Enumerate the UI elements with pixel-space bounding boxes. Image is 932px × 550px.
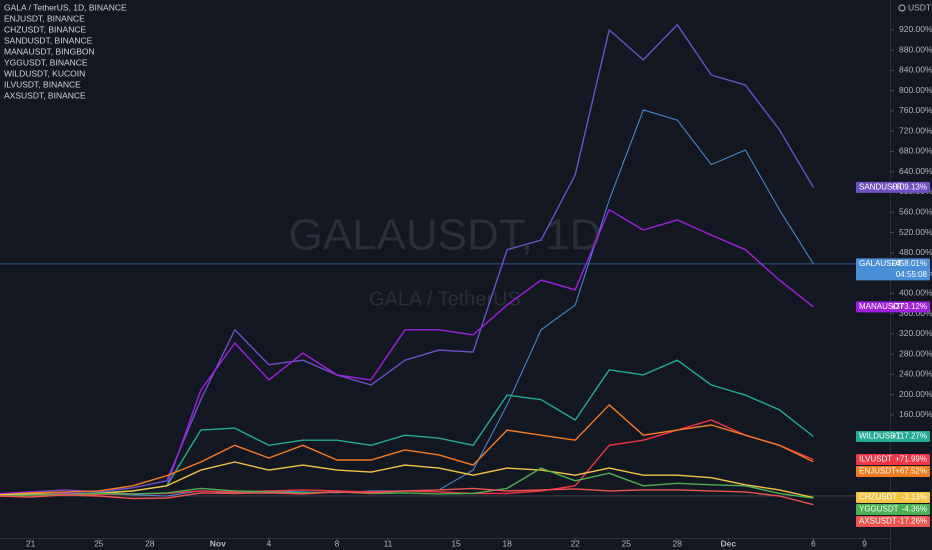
- value-label: +71.99%: [895, 455, 927, 464]
- label-box: [856, 516, 930, 528]
- legend-entry: ILVUSDT, BINANCE: [4, 79, 81, 89]
- currency: USDT: [908, 2, 931, 12]
- y-tick-label: 320.00%: [899, 328, 932, 338]
- y-tick-label: 480.00%: [899, 247, 932, 257]
- label-box: [856, 301, 930, 313]
- last-value-label: CHZUSDT -3.13%: [856, 492, 930, 504]
- label-box: [856, 258, 930, 281]
- label-box: [856, 181, 930, 193]
- x-tick-label: Dec: [721, 538, 737, 548]
- legend-entry: AXSUSDT, BINANCE: [4, 90, 86, 100]
- y-tick-label: 760.00%: [899, 105, 932, 115]
- series-line: [0, 461, 814, 499]
- value-label: -4.36%: [902, 505, 927, 514]
- x-tick-label: 9: [862, 538, 867, 548]
- y-tick-label: 720.00%: [899, 125, 932, 135]
- legend-entry: ENJUSDT, BINANCE: [4, 13, 85, 23]
- label-box: [856, 504, 930, 516]
- last-value-label: GALAUSDT+458.01% 04:55:08: [856, 258, 930, 281]
- legend-entry: SANDUSDT, BINANCE: [4, 35, 93, 45]
- legend-entry: CHZUSDT, BINANCE: [4, 24, 87, 34]
- x-tick-label: 25: [621, 538, 631, 548]
- x-tick-label: 22: [570, 538, 580, 548]
- series-name: AXSUSDT: [859, 517, 897, 526]
- series-line: [0, 404, 814, 496]
- watermark-subtitle: GALA / TetherUS: [369, 288, 521, 310]
- x-tick-label: 25: [94, 538, 104, 548]
- currency-icon: [898, 4, 906, 12]
- series-name: WILDUSDT: [859, 432, 901, 441]
- series-line: [0, 24, 815, 495]
- y-tick-label: 240.00%: [899, 369, 932, 379]
- legend-entry: GALA / TetherUS, 1D, BINANCE: [4, 2, 127, 12]
- y-tick-label: 400.00%: [899, 288, 932, 298]
- y-tick-label: 560.00%: [899, 207, 932, 217]
- watermark: GALAUSDT, 1D: [289, 211, 602, 260]
- x-tick-label: 8: [335, 538, 340, 548]
- last-value-label: ENJUSDT +67.52%: [856, 465, 930, 477]
- y-tick-label: 800.00%: [899, 85, 932, 95]
- legend-entry: MANAUSDT, BINGBON: [4, 46, 95, 56]
- x-tick-label: 28: [145, 538, 155, 548]
- last-value-label: WILDUSDT+117.27%: [856, 431, 930, 443]
- y-tick-label: 640.00%: [899, 166, 932, 176]
- series-name: ENJUSDT: [859, 467, 896, 476]
- series-line: [0, 487, 814, 506]
- y-tick-label: 360.00%: [899, 308, 932, 318]
- series-name: ILVUSDT: [859, 455, 892, 464]
- legend-entry: WILDUSDT, KUCOIN: [4, 68, 85, 78]
- last-value-label: YGGUSDT -4.36%: [856, 504, 930, 516]
- series-name: SANDUSDT: [859, 182, 903, 191]
- series-line: [0, 467, 814, 499]
- countdown: 04:55:08: [896, 270, 928, 279]
- series-name: CHZUSDT: [859, 493, 897, 502]
- legend-entry: YGGUSDT, BINANCE: [4, 57, 88, 67]
- value-label: -3.13%: [902, 493, 927, 502]
- y-tick-label: 920.00%: [899, 24, 932, 34]
- y-tick-label: 520.00%: [899, 227, 932, 237]
- x-tick-label: 18: [502, 538, 512, 548]
- label-box: [856, 453, 930, 465]
- last-value-label: ILVUSDT +71.99%: [856, 453, 930, 465]
- last-value-label: AXSUSDT -17.26%: [856, 516, 930, 528]
- y-tick-label: 680.00%: [899, 146, 932, 156]
- value-label: +117.27%: [891, 432, 927, 441]
- value-label: +373.12%: [891, 302, 927, 311]
- value-label: +67.52%: [895, 467, 927, 476]
- y-tick-label: 280.00%: [899, 348, 932, 358]
- x-tick-label: 21: [26, 538, 36, 548]
- series-name: YGGUSDT: [859, 505, 899, 514]
- x-tick-label: 11: [384, 538, 393, 548]
- y-tick-label: 840.00%: [899, 65, 932, 75]
- label-box: [856, 465, 930, 477]
- last-value-label: SANDUSDT+609.13%: [856, 181, 930, 193]
- x-tick-label: 15: [451, 538, 461, 548]
- x-tick-label: 4: [267, 538, 272, 548]
- series-name: MANAUSDT: [859, 302, 904, 311]
- y-tick-label: 880.00%: [899, 44, 932, 54]
- label-box: [856, 431, 930, 443]
- value-label: +609.13%: [891, 182, 927, 191]
- value-label: -17.26%: [897, 517, 927, 526]
- label-box: [856, 492, 930, 504]
- x-tick-label: 28: [673, 538, 683, 548]
- series-name: GALAUSDT: [859, 259, 902, 268]
- x-tick-label: Nov: [210, 538, 226, 548]
- x-tick-label: 6: [811, 538, 816, 548]
- y-tick-label: 200.00%: [899, 389, 932, 399]
- last-value-label: MANAUSDT+373.12%: [856, 301, 930, 313]
- value-label: +458.01%: [891, 259, 927, 268]
- y-tick-label: 160.00%: [899, 409, 932, 419]
